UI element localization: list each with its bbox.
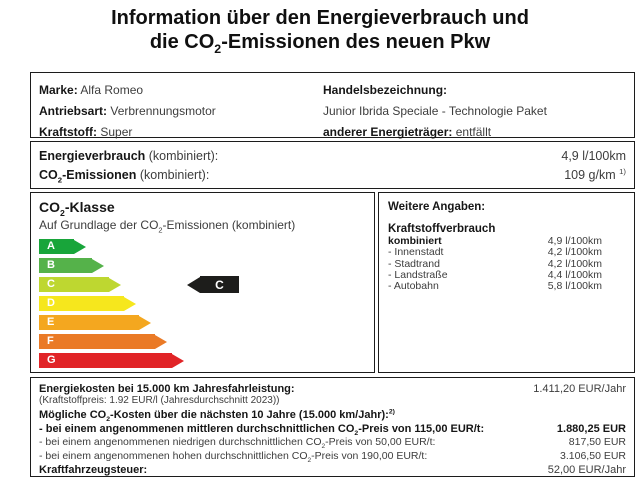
kraftstoff-row: Kraftstoff: Super (39, 125, 133, 139)
fuel-consumption-row: - Autobahn 5,8 l/100km (388, 280, 602, 293)
co2-cost-label: - bei einem angenommenen mittleren durch… (39, 423, 485, 438)
co2-emissionen-label: CO2-Emissionen (kombiniert): (39, 168, 210, 185)
energieverbrauch-value: 4,9 l/100km (561, 149, 626, 163)
vehicle-info-left-column: Marke: Alfa Romeo Antriebsart: Verbrennu… (39, 80, 216, 143)
co2-class-bar-tip (155, 334, 167, 349)
fuel-consumption-row: - Stadtrand 4,2 l/100km (388, 257, 602, 270)
energieverbrauch-label: Energieverbrauch (kombiniert): (39, 149, 219, 163)
co2-class-bar-tip (92, 258, 104, 273)
energietraeger-row: anderer Energieträger: entfällt (323, 125, 492, 139)
handelsbezeichnung-value: Junior Ibrida Speciale - Technologie Pak… (323, 104, 547, 118)
fuel-consumption-label: - Stadtrand (388, 257, 440, 270)
co2-class-bar-tip (109, 277, 121, 292)
marke-row: Marke: Alfa Romeo (39, 83, 144, 97)
weitere-angaben-box: Weitere Angaben: Kraftstoffverbrauch kom… (378, 192, 635, 373)
co2-class-bar-tip (124, 296, 136, 311)
co2-emissionen-value: 109 g/km 1) (564, 166, 626, 182)
fuel-consumption-value: 5,8 l/100km (547, 280, 602, 293)
fuel-consumption-value: 4,9 l/100km (547, 235, 602, 247)
co2-cost-value: 817,50 EUR (568, 436, 626, 449)
co2-class-letter: B (47, 259, 55, 271)
co2-class-bar-b: B (39, 258, 184, 273)
vehicle-info-box: Marke: Alfa Romeo Antriebsart: Verbrennu… (30, 72, 635, 139)
co2-class-bar-tip (172, 353, 184, 368)
co2-class-box: CO2-Klasse Auf Grundlage der CO2-Emissio… (30, 192, 375, 373)
vehicle-info-right-column: Handelsbezeichnung: Junior Ibrida Specia… (323, 80, 547, 143)
energiekosten-label: Energiekosten bei 15.000 km Jahresfahrle… (39, 383, 295, 395)
fuel-consumption-label: - Landstraße (388, 268, 448, 281)
fuel-consumption-label: kombiniert (388, 235, 442, 247)
co2-cost-value: 3.106,50 EUR (560, 449, 626, 462)
co2-class-bar-d: D (39, 296, 184, 311)
costs-box: Energiekosten bei 15.000 km Jahresfahrle… (30, 377, 635, 477)
co2-class-subtitle: Auf Grundlage der CO2-Emissionen (kombin… (39, 218, 296, 235)
co2-class-bar-c: C (39, 277, 184, 292)
co2-class-bar-f: F (39, 334, 184, 349)
energiekosten-row: Energiekosten bei 15.000 km Jahresfahrle… (39, 383, 626, 395)
co2-cost-value: 1.880,25 EUR (556, 423, 626, 435)
co2-class-bar-tip (74, 239, 86, 254)
weitere-angaben-title: Weitere Angaben: (388, 201, 486, 213)
page-title: Information über den Energieverbrauch un… (0, 6, 640, 56)
kraftstoffpreis-note: (Kraftstoffpreis: 1.92 EUR/l (Jahresdurc… (39, 395, 280, 406)
co2-class-bar-e: E (39, 315, 184, 330)
kfz-steuer-row: Kraftfahrzeugsteuer: 52,00 EUR/Jahr (39, 464, 626, 476)
consumption-box: Energieverbrauch (kombiniert): 4,9 l/100… (30, 141, 635, 189)
kraftstoffverbrauch-title: Kraftstoffverbrauch (388, 223, 496, 235)
page-title-line2: die CO2-Emissionen des neuen Pkw (149, 31, 491, 56)
co2-cost-row: - bei einem angenommenen mittleren durch… (39, 423, 626, 438)
kfz-steuer-label: Kraftfahrzeugsteuer: (39, 464, 148, 476)
kfz-steuer-value: 52,00 EUR/Jahr (547, 464, 626, 476)
fuel-consumption-row: - Landstraße 4,4 l/100km (388, 268, 602, 281)
page-title-line1: Information über den Energieverbrauch un… (111, 7, 529, 29)
fuel-consumption-value: 4,2 l/100km (547, 246, 602, 259)
co2-class-letter: A (47, 240, 55, 252)
antriebsart-row: Antriebsart: Verbrennungsmotor (39, 104, 216, 118)
co2-cost-label: - bei einem angenommenen hohen durchschn… (39, 449, 428, 464)
co2-class-letter: C (47, 278, 55, 290)
co2-cost-label: - bei einem angenommenen niedrigen durch… (39, 436, 436, 451)
co2-class-bar-a: A (39, 239, 184, 254)
fuel-consumption-row: kombiniert 4,9 l/100km (388, 235, 602, 247)
co2-rating-letter: C (200, 276, 239, 293)
co2-class-letter: F (47, 335, 54, 347)
handelsbezeichnung-label: Handelsbezeichnung: (323, 83, 448, 97)
co2-cost-row: - bei einem angenommenen hohen durchschn… (39, 449, 626, 464)
co2-class-letter: E (47, 316, 55, 328)
co2-class-bar-tip (139, 315, 151, 330)
co2-class-title: CO2-Klasse (39, 199, 115, 218)
fuel-consumption-label: - Autobahn (388, 280, 439, 293)
energiekosten-value: 1.411,20 EUR/Jahr (533, 383, 626, 395)
co2-class-letter: G (47, 354, 56, 366)
fuel-consumption-value: 4,4 l/100km (547, 268, 602, 281)
co2-cost-rows: - bei einem angenommenen mittleren durch… (39, 423, 626, 464)
co2-kosten-title: Mögliche CO2-Kosten über die nächsten 10… (39, 408, 395, 424)
fuel-consumption-label: - Innenstadt (388, 246, 444, 259)
energieverbrauch-row: Energieverbrauch (kombiniert): 4,9 l/100… (39, 149, 626, 163)
fuel-consumption-value: 4,2 l/100km (547, 257, 602, 270)
fuel-consumption-row: - Innenstadt 4,2 l/100km (388, 246, 602, 259)
co2-cost-row: - bei einem angenommenen niedrigen durch… (39, 436, 626, 451)
co2-class-letter: D (47, 297, 55, 309)
co2-rating-arrow: C (187, 276, 239, 293)
co2-emissionen-row: CO2-Emissionen (kombiniert): 109 g/km 1) (39, 166, 626, 185)
co2-rating-arrow-tip (187, 276, 200, 293)
co2-class-bar-g: G (39, 353, 184, 368)
fuel-consumption-list: kombiniert 4,9 l/100km - Innenstadt 4,2 l/1… (388, 235, 602, 293)
